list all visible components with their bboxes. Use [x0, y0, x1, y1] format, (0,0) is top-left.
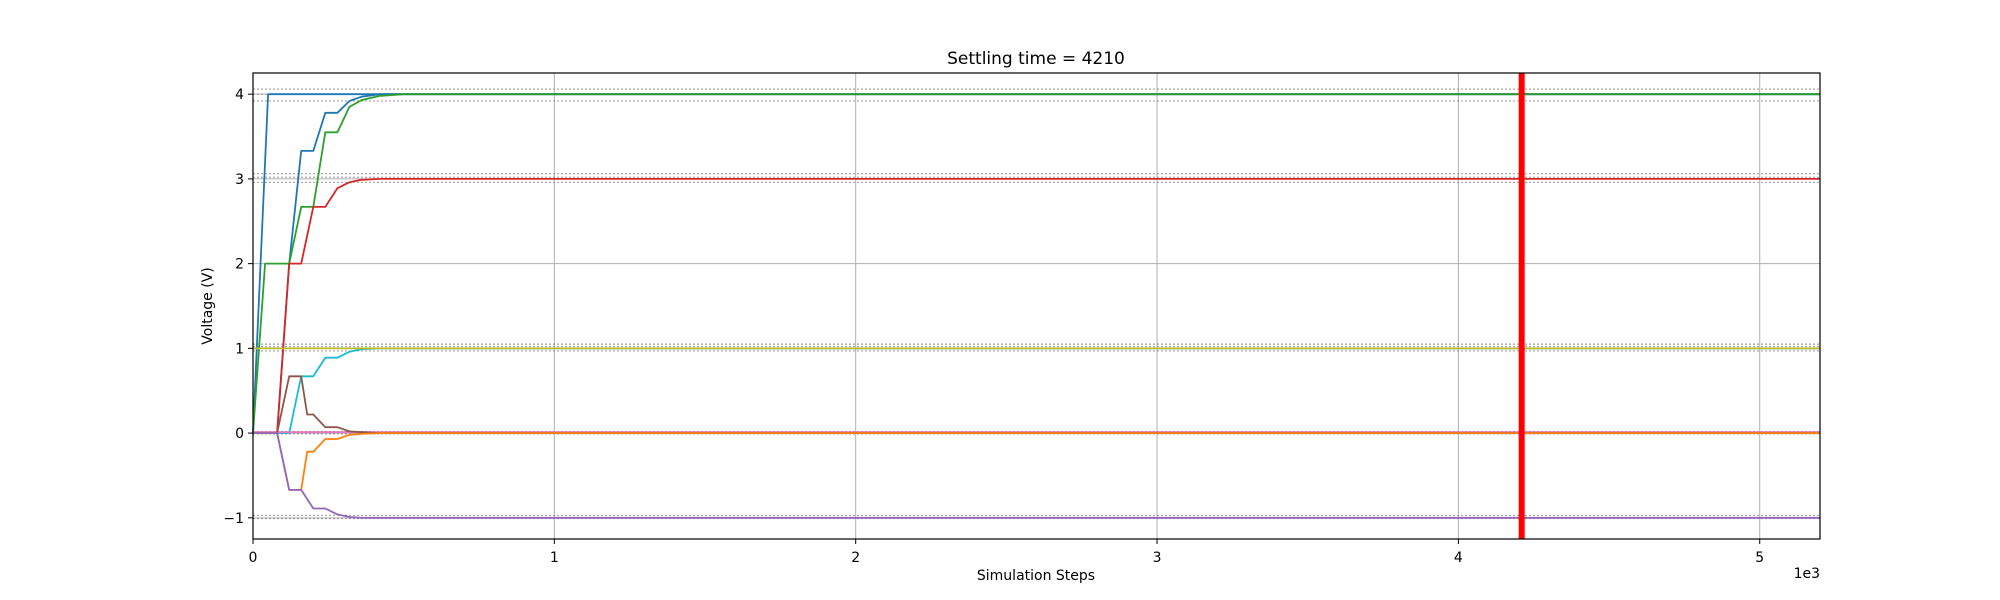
y-tick-label: 0: [235, 426, 244, 442]
series-line-9: [253, 432, 1820, 491]
y-tick-label: 2: [235, 257, 244, 273]
y-tick-label: 3: [235, 172, 244, 188]
series-line-8: [253, 375, 1820, 435]
y-tick-label: 4: [235, 87, 244, 103]
x-axis-label: Simulation Steps: [977, 568, 1095, 584]
y-tick-label: 1: [235, 341, 244, 357]
series-lines: [252, 93, 1820, 519]
plot-frame: [252, 72, 1821, 540]
series-line-4: [253, 177, 1820, 435]
y-tick-label: −1: [223, 511, 244, 527]
axis-ticks: 0 1 2 3 4 5 −1 0 1 2 3 4: [223, 87, 1764, 566]
x-tick-label: 0: [249, 550, 258, 566]
x-tick-label: 4: [1454, 550, 1463, 566]
series-line-10: [253, 432, 1820, 519]
x-tick-label: 1: [550, 550, 559, 566]
x-tick-label: 3: [1153, 550, 1162, 566]
x-tick-label: 5: [1755, 550, 1764, 566]
series-line-5: [253, 347, 1820, 435]
series-line-3: [252, 93, 1820, 434]
chart-title: Settling time = 4210: [947, 49, 1125, 69]
x-tick-label: 2: [851, 550, 860, 566]
y-axis-label: Voltage (V): [200, 267, 216, 344]
tolerance-bands: [253, 88, 1820, 520]
grid: [252, 73, 1820, 539]
x-axis-offset-label: 1e3: [1794, 566, 1820, 582]
